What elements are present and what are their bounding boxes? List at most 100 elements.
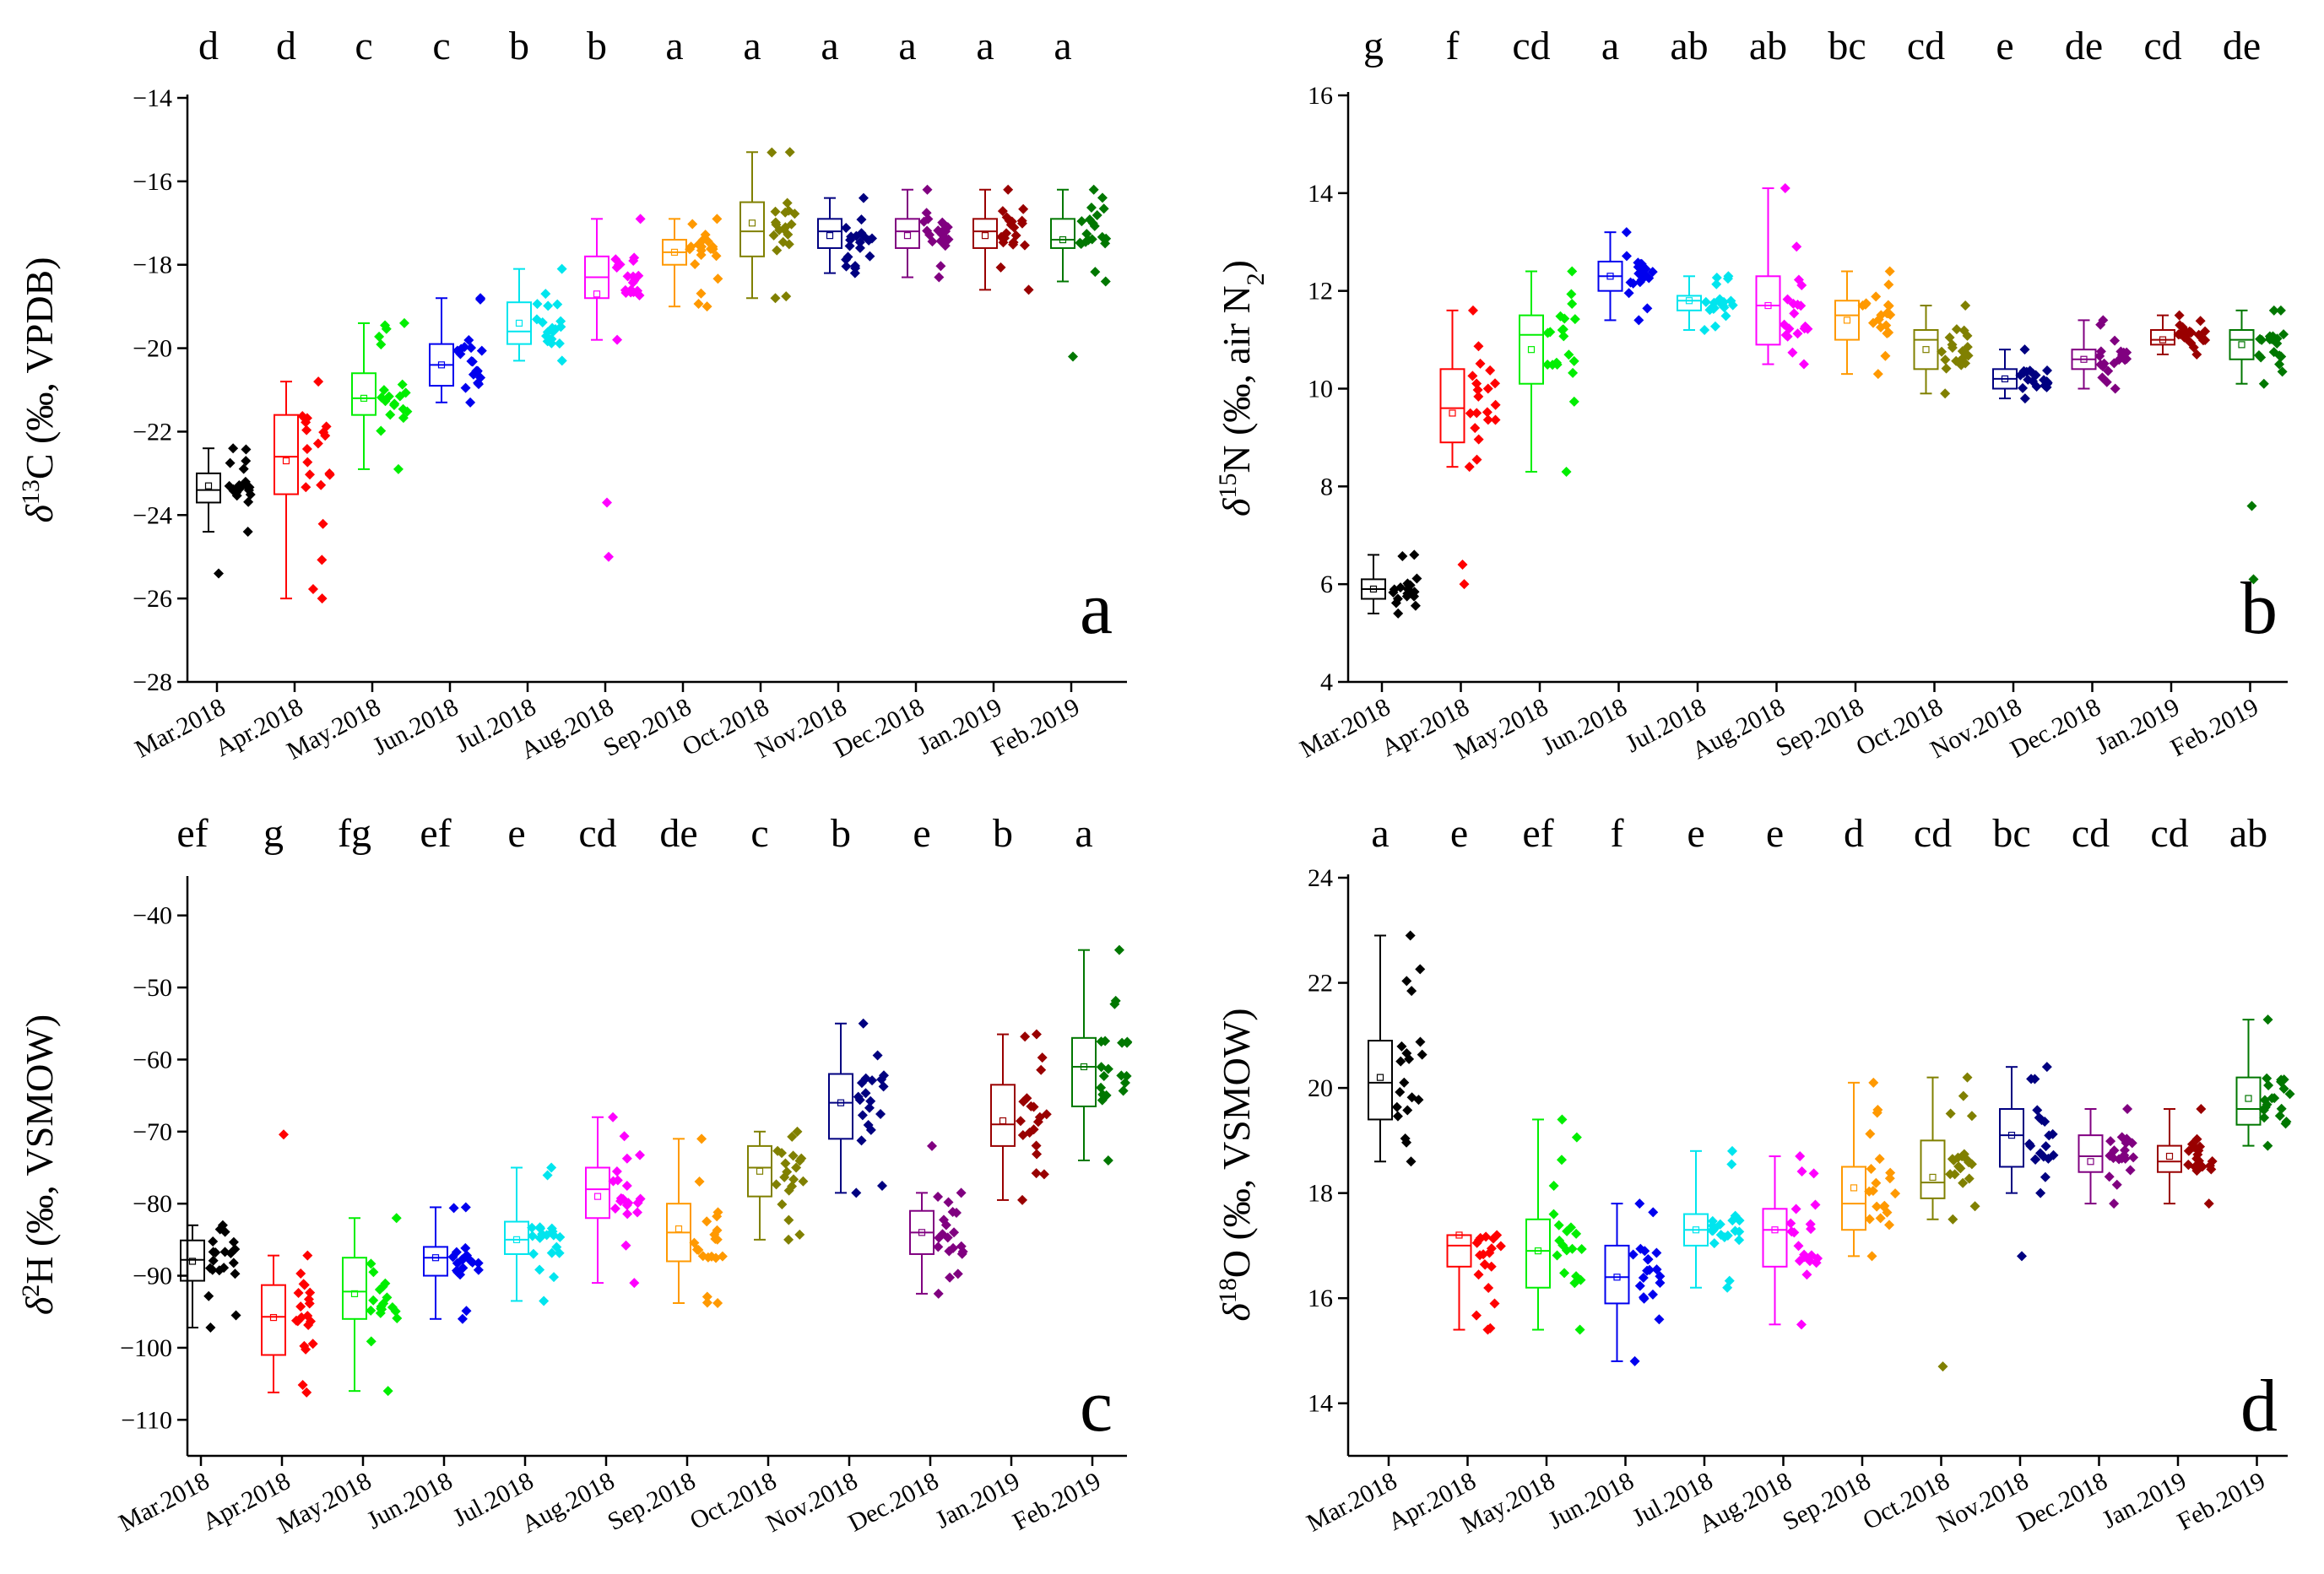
data-point bbox=[1472, 384, 1483, 395]
data-point bbox=[995, 262, 1006, 273]
data-point bbox=[1647, 267, 1658, 278]
data-point bbox=[1017, 1194, 1028, 1205]
data-point bbox=[841, 222, 852, 233]
data-point bbox=[1884, 1173, 1895, 1184]
mean-marker bbox=[204, 482, 213, 490]
data-point bbox=[542, 336, 553, 347]
data-point bbox=[1092, 209, 1102, 220]
data-point bbox=[631, 1207, 642, 1218]
data-point bbox=[1464, 462, 1475, 473]
data-point bbox=[1796, 300, 1807, 311]
data-point bbox=[771, 1179, 782, 1190]
x-tick-label: Jun.2018 bbox=[368, 693, 463, 760]
data-point bbox=[1121, 1071, 1132, 1082]
significance-letter: cd bbox=[1914, 811, 1952, 856]
outlier-point bbox=[2017, 1251, 2027, 1262]
significance-letter: cd bbox=[2143, 24, 2181, 68]
box bbox=[351, 372, 376, 416]
data-point bbox=[549, 1272, 560, 1283]
data-point bbox=[700, 230, 711, 241]
data-point bbox=[1113, 944, 1124, 955]
mean-marker bbox=[1527, 346, 1536, 354]
data-point bbox=[546, 1247, 557, 1258]
data-point bbox=[712, 214, 723, 224]
data-point bbox=[922, 225, 933, 236]
data-point bbox=[1651, 1247, 1662, 1258]
data-point bbox=[694, 1176, 705, 1187]
data-point bbox=[1866, 1251, 1877, 1262]
box bbox=[972, 218, 998, 249]
mean-marker bbox=[756, 1167, 764, 1175]
significance-letter: g bbox=[1363, 24, 1384, 68]
data-point bbox=[1951, 324, 1962, 335]
data-point bbox=[1882, 308, 1893, 319]
data-point bbox=[459, 342, 470, 353]
data-point bbox=[1960, 300, 1971, 311]
data-point bbox=[527, 1231, 538, 1241]
y-tick-label: −28 bbox=[133, 668, 172, 696]
mean-marker bbox=[188, 1258, 197, 1265]
mean-marker bbox=[670, 248, 679, 256]
data-point bbox=[1958, 1090, 1969, 1101]
significance-letter: g bbox=[263, 811, 284, 856]
data-point bbox=[629, 252, 640, 263]
data-point bbox=[243, 496, 254, 507]
data-point bbox=[1866, 1164, 1877, 1175]
mean-marker bbox=[981, 232, 989, 240]
data-point bbox=[2263, 1080, 2274, 1091]
mean-marker bbox=[1606, 273, 1614, 280]
data-point bbox=[2034, 1112, 2045, 1123]
box bbox=[1604, 1244, 1630, 1305]
data-point bbox=[856, 214, 867, 225]
mean-marker bbox=[1449, 409, 1456, 417]
data-point bbox=[712, 1298, 723, 1309]
data-point bbox=[791, 1162, 802, 1173]
data-point bbox=[851, 1187, 862, 1198]
data-point bbox=[854, 242, 865, 253]
x-tick-label: Mar.2018 bbox=[115, 1467, 214, 1538]
box bbox=[2235, 1076, 2262, 1126]
data-point bbox=[2035, 1187, 2046, 1198]
data-point bbox=[1471, 1310, 1482, 1321]
data-point bbox=[302, 1250, 313, 1261]
data-point bbox=[770, 206, 781, 217]
data-point bbox=[922, 184, 933, 195]
data-point bbox=[1471, 408, 1482, 419]
box bbox=[2150, 329, 2175, 346]
data-point bbox=[2260, 1101, 2271, 1112]
y-tick-label: 8 bbox=[1320, 473, 1333, 500]
data-point bbox=[2253, 350, 2264, 361]
data-point bbox=[783, 1185, 794, 1196]
data-point bbox=[770, 293, 781, 304]
data-point bbox=[299, 1340, 310, 1351]
data-point bbox=[228, 1236, 239, 1247]
data-point bbox=[794, 1229, 805, 1240]
box bbox=[504, 1220, 529, 1255]
data-point bbox=[858, 1018, 869, 1029]
data-point bbox=[767, 147, 777, 158]
mean-marker bbox=[1534, 1247, 1542, 1255]
data-point bbox=[1554, 1236, 1565, 1247]
data-point bbox=[956, 1187, 967, 1198]
data-point bbox=[702, 301, 712, 312]
data-point bbox=[2174, 310, 2185, 321]
mean-marker bbox=[2245, 1095, 2252, 1102]
significance-letter: a bbox=[1054, 24, 1071, 68]
data-point bbox=[943, 1197, 954, 1208]
data-point bbox=[1097, 192, 1108, 203]
data-point bbox=[2277, 366, 2288, 377]
x-tick-label: May.2018 bbox=[273, 1467, 376, 1539]
significance-letter: e bbox=[913, 811, 930, 856]
data-point bbox=[1009, 222, 1020, 233]
data-point bbox=[1872, 1201, 1882, 1212]
data-point bbox=[1568, 367, 1579, 378]
data-point bbox=[1873, 314, 1884, 325]
data-point bbox=[2258, 378, 2269, 389]
data-point bbox=[772, 245, 783, 256]
data-point bbox=[2110, 335, 2121, 346]
data-point bbox=[1395, 1056, 1406, 1067]
panel-label: d bbox=[2240, 1366, 2278, 1447]
data-point bbox=[935, 235, 946, 246]
data-point bbox=[702, 1216, 712, 1227]
data-point bbox=[1031, 1168, 1042, 1179]
